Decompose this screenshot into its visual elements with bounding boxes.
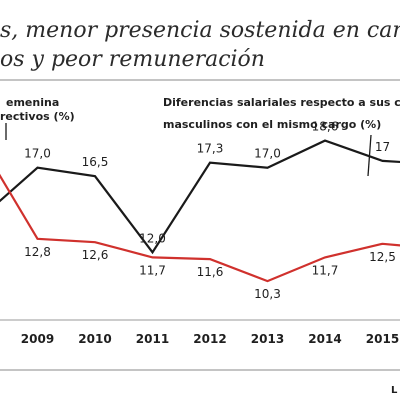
series-line-0	[0, 139, 400, 255]
data-label-s0-5: 17,0	[254, 147, 281, 161]
x-tick-label-2011: 2011	[136, 332, 169, 346]
x-tick-label-2014: 2014	[308, 332, 341, 346]
data-label-s1-3: 11,7	[139, 263, 166, 277]
data-label-s0-1: 17,0	[24, 147, 51, 161]
series-line-1	[0, 173, 400, 283]
chart-subtitle: os y peor remuneración	[0, 47, 265, 72]
annotation-black-line2: masculinos con el mismo cargo (%)	[163, 118, 381, 131]
data-label-layer: 17,016,512,017,317,018,617,512,812,611,7…	[24, 120, 396, 302]
annotation-black-line1: Diferencias salariales respecto a sus co	[163, 96, 400, 109]
source-label: L	[391, 385, 398, 396]
x-tick-layer: 2009 2010 2011 2012 2013 2014 2015	[21, 332, 399, 346]
x-tick-label-2012: 2012	[193, 332, 226, 346]
annotation-red-line1: emenina	[6, 96, 59, 109]
x-tick-label-2009: 2009	[21, 332, 54, 346]
chart-title: s, menor presencia sostenida en carg	[0, 18, 400, 43]
data-label-s0-4: 17,3	[197, 142, 224, 156]
data-label-s0-6: 18,6	[312, 120, 339, 134]
x-tick-label-2013: 2013	[251, 332, 284, 346]
series-layer	[0, 139, 400, 283]
plot-area-border	[0, 79, 400, 371]
data-label-s1-6: 11,7	[312, 263, 339, 277]
x-tick-label-2010: 2010	[78, 332, 111, 346]
data-label-s1-4: 11,6	[197, 265, 224, 279]
annotation-red-line2: rectivos (%)	[0, 110, 75, 123]
data-label-s0-7: 17	[375, 140, 390, 154]
data-label-s1-1: 12,8	[24, 245, 51, 259]
data-label-s0-2: 16,5	[82, 155, 109, 169]
data-label-s1-7: 12,5	[369, 250, 396, 264]
data-label-s1-2: 12,6	[82, 248, 109, 262]
x-tick-label-2015: 2015	[366, 332, 399, 346]
data-label-s0-3: 12,0	[139, 231, 166, 245]
data-label-s1-5: 10,3	[254, 287, 281, 301]
